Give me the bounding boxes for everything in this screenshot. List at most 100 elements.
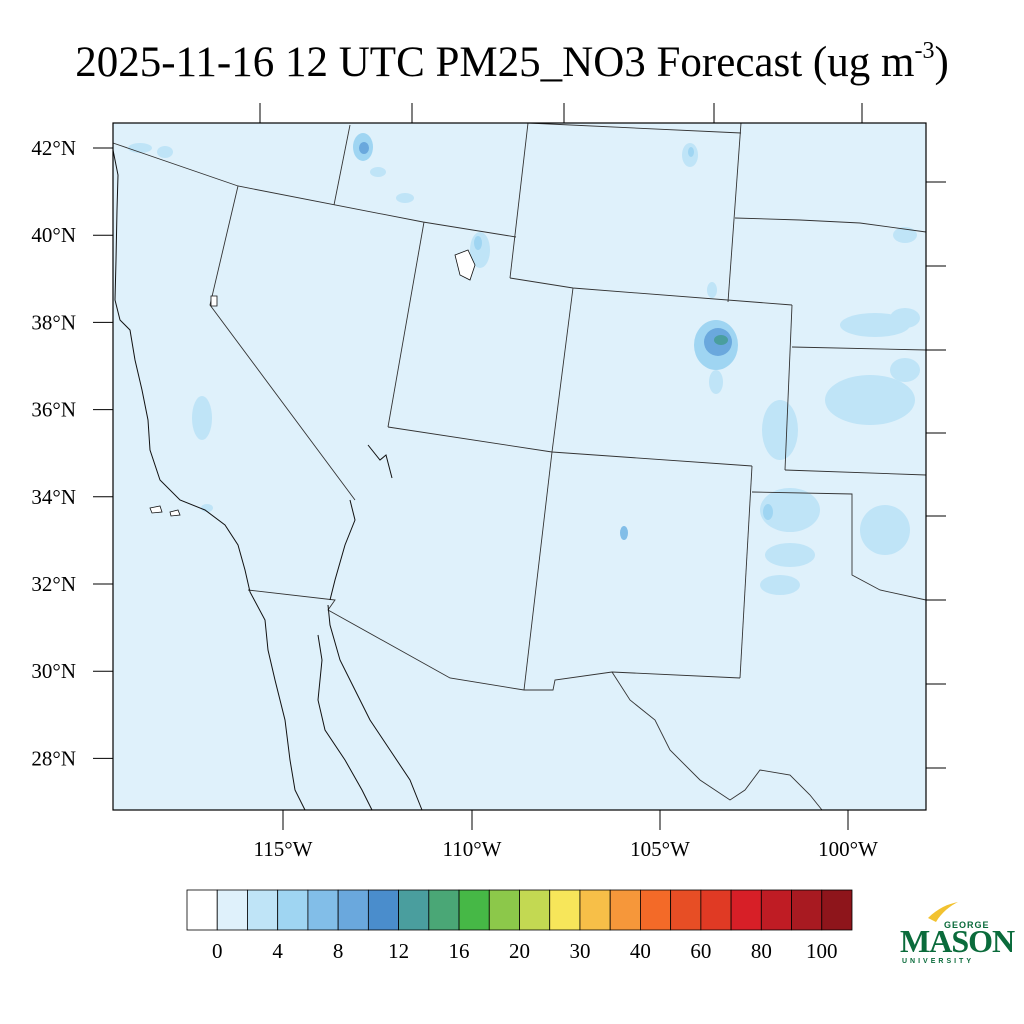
lon-label: 105°W (630, 837, 690, 861)
title-exponent: -3 (914, 38, 934, 64)
colorbar-swatch (640, 889, 672, 931)
baja-east-coast (327, 604, 423, 811)
logo-bottom-text: UNIVERSITY (902, 958, 974, 965)
logo-top-text: GEORGE (944, 920, 990, 930)
colorbar-labels: 0 4 8 12 16 20 30 40 60 80 100 (212, 939, 838, 963)
colorbar-label: 30 (569, 939, 590, 963)
colorbar-swatch (247, 889, 279, 931)
colorbar-label: 4 (272, 939, 283, 963)
patch-new-mexico (620, 526, 628, 540)
patch-nebraska-east (893, 227, 917, 243)
colorado-river-delta (329, 499, 356, 601)
gulf-of-california-east (317, 634, 373, 811)
boundary-arizona-newmexico (523, 451, 553, 691)
patch-wyoming-core (688, 147, 694, 157)
patch-oregon (128, 143, 152, 153)
colorbar-swatch (821, 889, 853, 931)
colorbar-swatch (337, 889, 369, 931)
colorbar-swatch (579, 889, 611, 931)
patch-oregon-east (157, 146, 173, 158)
patch-kansas-d (762, 400, 798, 460)
colorbar-swatch (549, 889, 581, 931)
colorbar-swatch (670, 889, 702, 931)
patch-oklahoma-a (760, 488, 820, 532)
colorbar (186, 889, 853, 931)
boundary-idaho-montana (333, 124, 351, 206)
colorbar-swatch (186, 889, 218, 931)
title-main: 2025-11-16 12 UTC PM25_NO3 Forecast (ug … (75, 39, 914, 86)
logo-swoosh-icon (928, 902, 958, 922)
logo-main-text: MASON (900, 923, 1015, 959)
colorbar-swatch (307, 889, 339, 931)
gmu-logo: GEORGE MASON UNIVERSITY (900, 902, 1016, 965)
boundary-kansas-north (791, 346, 927, 351)
boundary-oklahoma-panhandle (751, 491, 927, 601)
patch-idaho-east (396, 193, 414, 203)
colorbar-label: 20 (509, 939, 530, 963)
boundary-oregon-idaho-south (112, 142, 517, 238)
colorbar-swatch (458, 889, 490, 931)
map-background (113, 123, 926, 810)
map-panel (112, 122, 927, 811)
colorbar-label: 0 (212, 939, 223, 963)
colorbar-swatch (488, 889, 520, 931)
patch-colorado-south (709, 370, 723, 394)
colorbar-swatch (277, 889, 309, 931)
patch-oklahoma-east (860, 505, 910, 555)
patch-texas-panhandle-b (760, 575, 800, 595)
lat-label: 38°N (31, 310, 76, 334)
colorbar-swatch (428, 889, 460, 931)
patch-texas-panhandle-a (765, 543, 815, 567)
title-close: ) (934, 39, 948, 86)
lat-label: 30°N (31, 659, 76, 683)
boundary-kansas-south (784, 469, 927, 476)
boundary-wyoming-north (527, 122, 742, 134)
lon-label: 100°W (818, 837, 878, 861)
colorbar-label: 40 (630, 939, 651, 963)
map-frame (112, 122, 927, 811)
figure-title: 2025-11-16 12 UTC PM25_NO3 Forecast (ug … (75, 38, 949, 86)
patch-central-valley (192, 396, 212, 440)
lon-label: 115°W (254, 837, 313, 861)
channel-island-2 (169, 509, 181, 517)
boundary-rio-grande (611, 671, 823, 811)
lake-mead (367, 444, 393, 479)
colorbar-swatch (519, 889, 551, 931)
colorbar-label: 60 (690, 939, 711, 963)
colorbar-swatch (730, 889, 762, 931)
colorbar-label: 100 (806, 939, 838, 963)
patch-colorado-north (707, 282, 717, 298)
boundary-nevada-utah (387, 221, 425, 428)
boundary-newmexico-texas (739, 465, 753, 679)
colorbar-swatch (609, 889, 641, 931)
lat-label: 36°N (31, 398, 76, 422)
patch-kansas-east (890, 358, 920, 382)
concentration-patches (128, 133, 920, 595)
colorbar-swatch (700, 889, 732, 931)
lake-tahoe (210, 295, 218, 307)
colorbar-swatch (760, 889, 792, 931)
colorbar-label: 8 (333, 939, 344, 963)
latitude-axis: 42°N 40°N 38°N 36°N 34°N 32°N 30°N 28°N (31, 136, 113, 770)
patch-salt-lake-core (474, 236, 482, 250)
boundary-newmexico-south (524, 671, 741, 691)
patch-la-basin (201, 504, 213, 512)
colorbar-swatch (791, 889, 823, 931)
patch-idaho-core (359, 142, 369, 154)
boundary-utah-colorado-south (551, 287, 574, 453)
colorbar-swatch (398, 889, 430, 931)
boundary-colorado-east (784, 304, 793, 471)
patch-kansas-b (890, 308, 920, 328)
boundary-wyoming-west (509, 122, 529, 279)
boundary-nebraska-south (734, 217, 927, 233)
colorbar-label: 16 (449, 939, 470, 963)
frame-ticks (259, 103, 946, 769)
patch-oklahoma-core (763, 504, 773, 520)
lat-label: 40°N (31, 223, 76, 247)
longitude-axis: 115°W 110°W 105°W 100°W (254, 810, 878, 861)
colorbar-label: 12 (388, 939, 409, 963)
lat-label: 28°N (31, 746, 76, 770)
colorbar-swatch (216, 889, 248, 931)
coastlines (112, 149, 476, 811)
pacific-coastline (112, 149, 306, 811)
